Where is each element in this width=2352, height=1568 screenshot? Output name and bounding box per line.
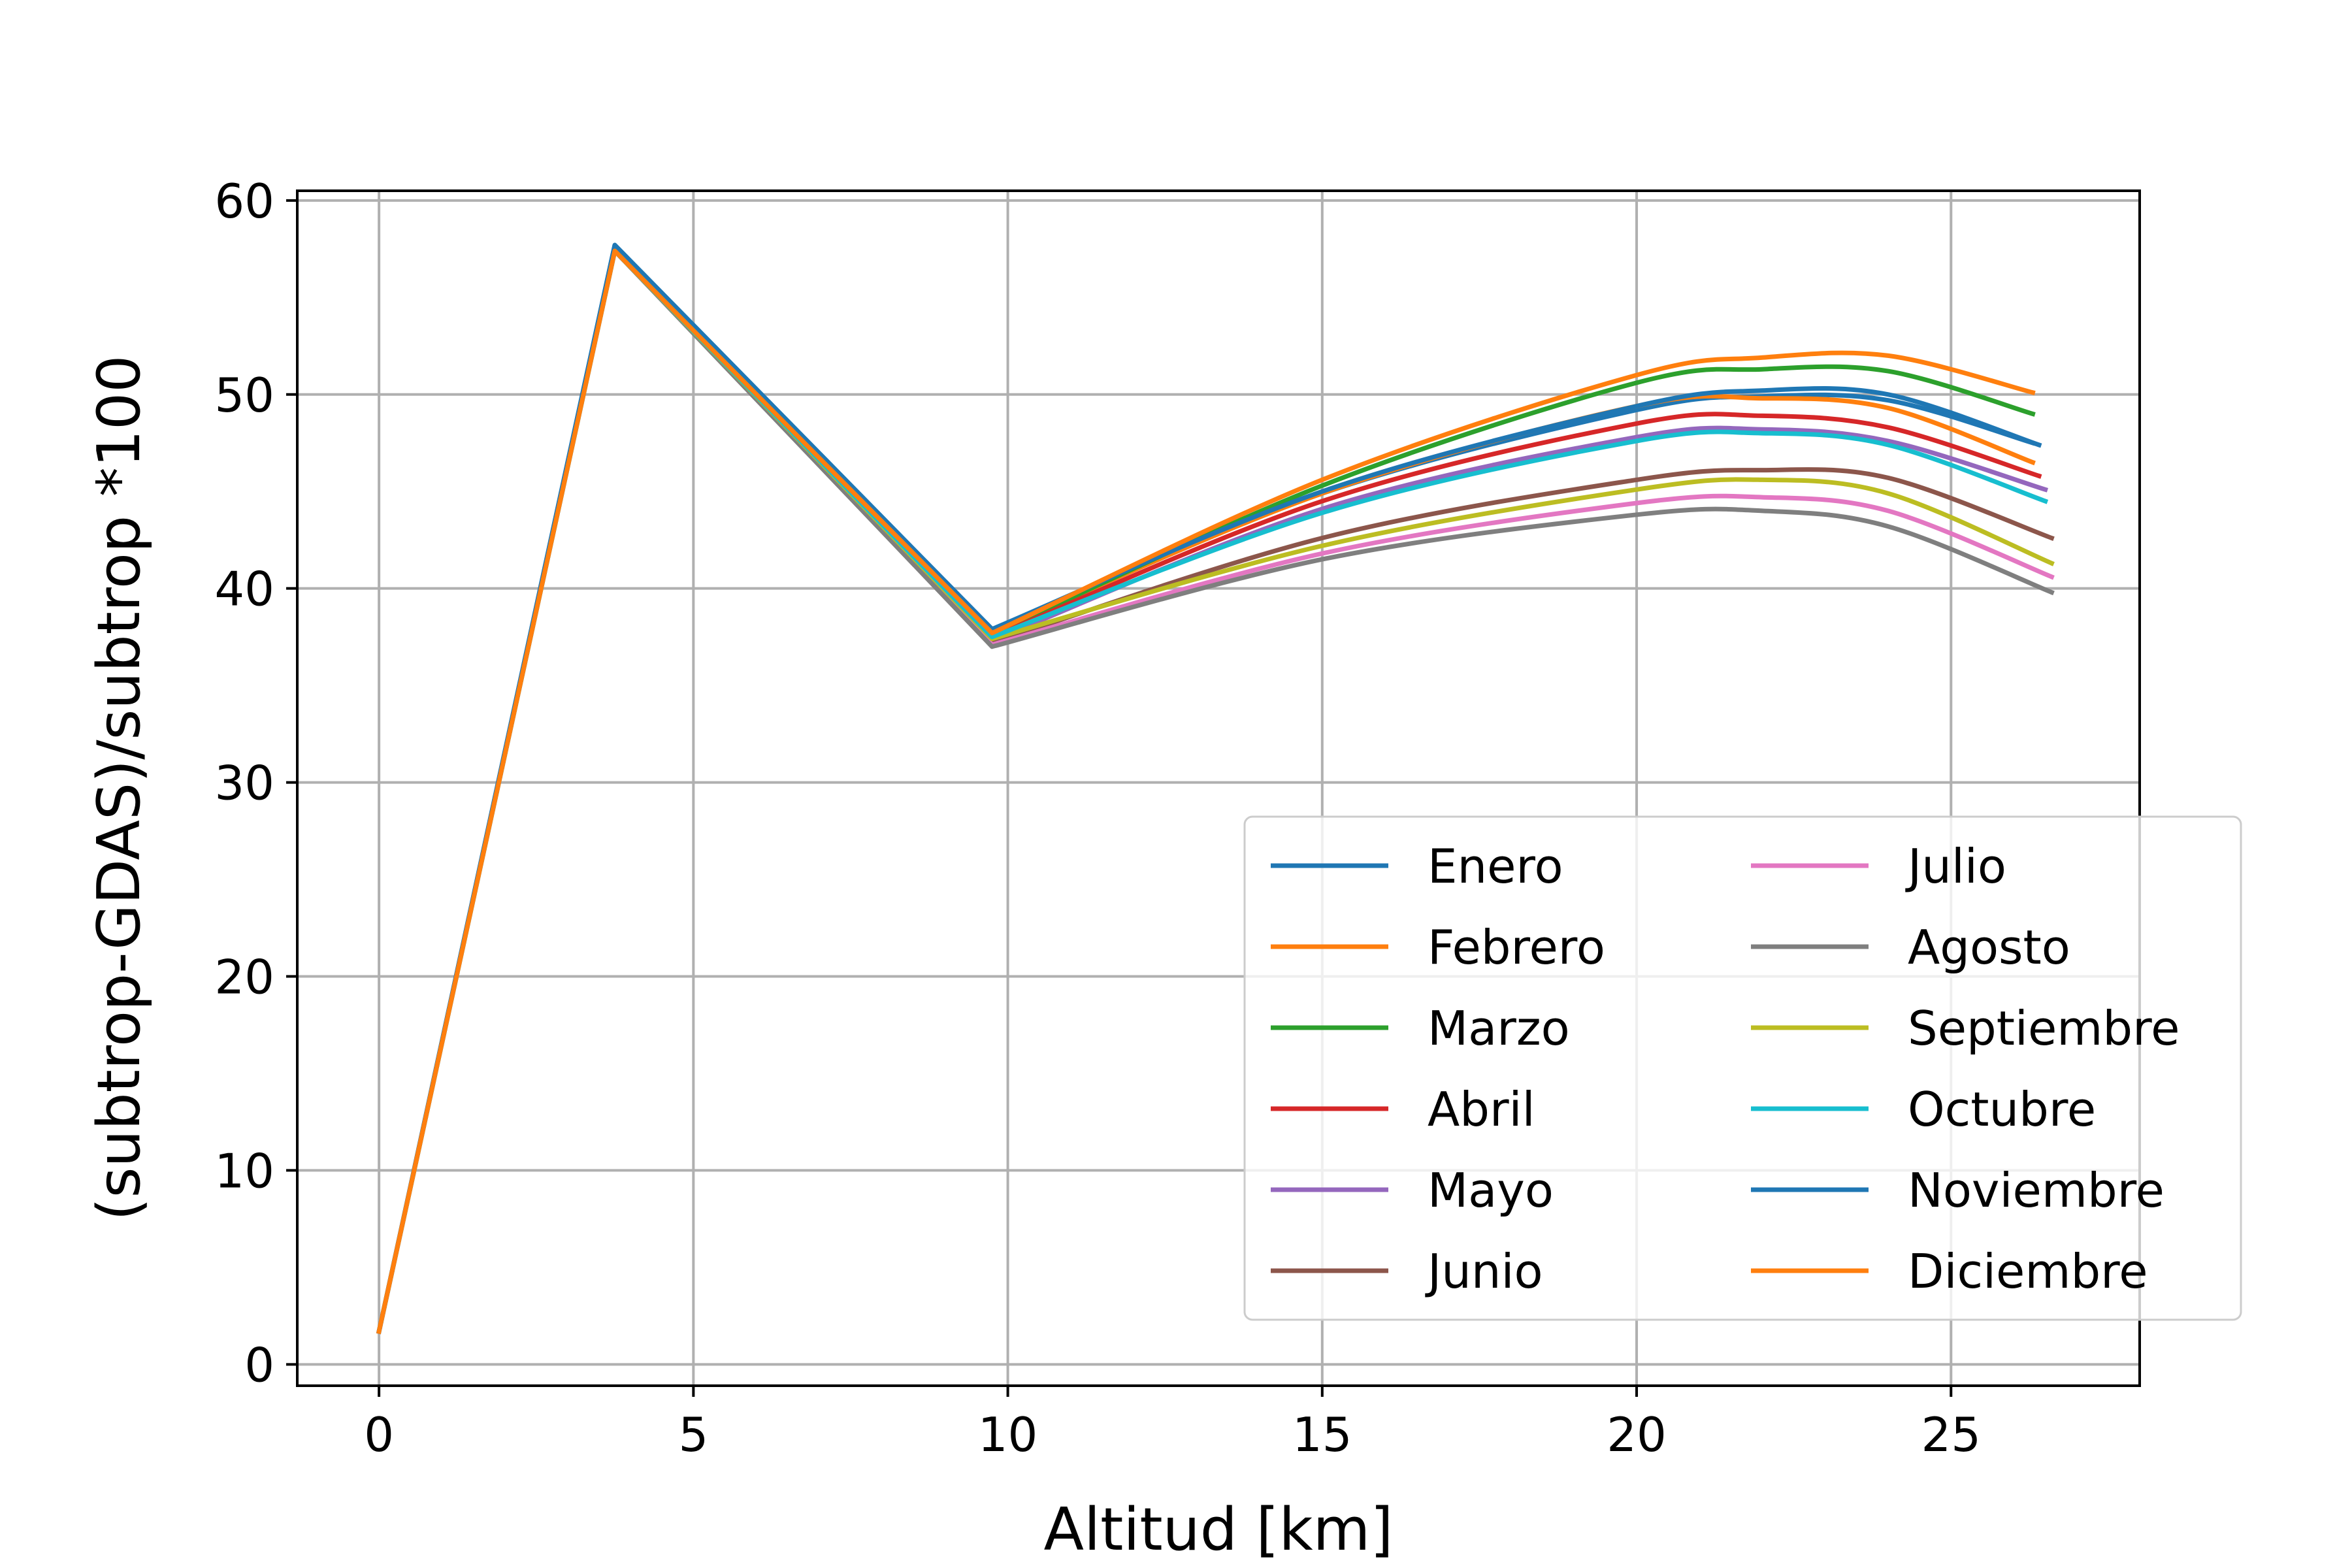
series-line-julio [376, 248, 2055, 1335]
series-line-abril [376, 248, 2042, 1335]
x-tick-label: 10 [978, 1407, 1038, 1462]
series-line-junio [376, 248, 2055, 1335]
legend-label-junio: Junio [1425, 1244, 1543, 1299]
legend-label-septiembre: Septiembre [1908, 1001, 2180, 1056]
y-tick-label: 60 [214, 174, 274, 229]
series-lines [376, 242, 2055, 1335]
x-tick-label: 5 [678, 1407, 708, 1462]
legend-label-abril: Abril [1428, 1082, 1535, 1137]
legend-label-enero: Enero [1428, 839, 1563, 894]
y-tick-label: 20 [214, 950, 274, 1005]
series-line-septiembre [376, 248, 2055, 1335]
legend-box [1243, 815, 2242, 1321]
axis-ticks: 0 5 10 15 20 25 0 10 20 30 40 50 60 [214, 174, 1981, 1462]
legend-label-marzo: Marzo [1428, 1001, 1570, 1056]
legend-label-julio: Julio [1905, 839, 2006, 894]
x-tick-label: 20 [1607, 1407, 1667, 1462]
grid [297, 191, 2140, 1386]
y-tick-label: 10 [214, 1143, 274, 1198]
x-tick-label: 15 [1292, 1407, 1352, 1462]
series-line-octubre [376, 248, 2049, 1335]
legend-label-diciembre: Diciembre [1908, 1244, 2148, 1299]
y-tick-label: 50 [214, 368, 274, 423]
x-axis-label: Altitud [km] [1044, 1495, 1394, 1564]
legend-label-mayo: Mayo [1428, 1163, 1554, 1218]
legend-label-febrero: Febrero [1428, 920, 1605, 975]
y-tick-label: 40 [214, 562, 274, 617]
legend-label-noviembre: Noviembre [1908, 1163, 2164, 1218]
y-tick-label: 30 [214, 756, 274, 811]
x-tick-label: 0 [364, 1407, 394, 1462]
series-line-noviembre [376, 242, 2042, 1335]
plot-frame [296, 189, 2141, 1387]
series-line-diciembre [376, 248, 2036, 1335]
y-axis-label: (subtrop-GDAS)/subtrop *100 [85, 355, 154, 1221]
y-tick-label: 0 [244, 1337, 274, 1392]
legend: Enero Febrero Marzo Abril Mayo Junio Julio Agos… [1243, 815, 2242, 1321]
legend-label-agosto: Agosto [1908, 920, 2070, 975]
series-line-agosto [376, 248, 2055, 1335]
x-tick-label: 25 [1921, 1407, 1981, 1462]
legend-label-octubre: Octubre [1908, 1082, 2096, 1137]
